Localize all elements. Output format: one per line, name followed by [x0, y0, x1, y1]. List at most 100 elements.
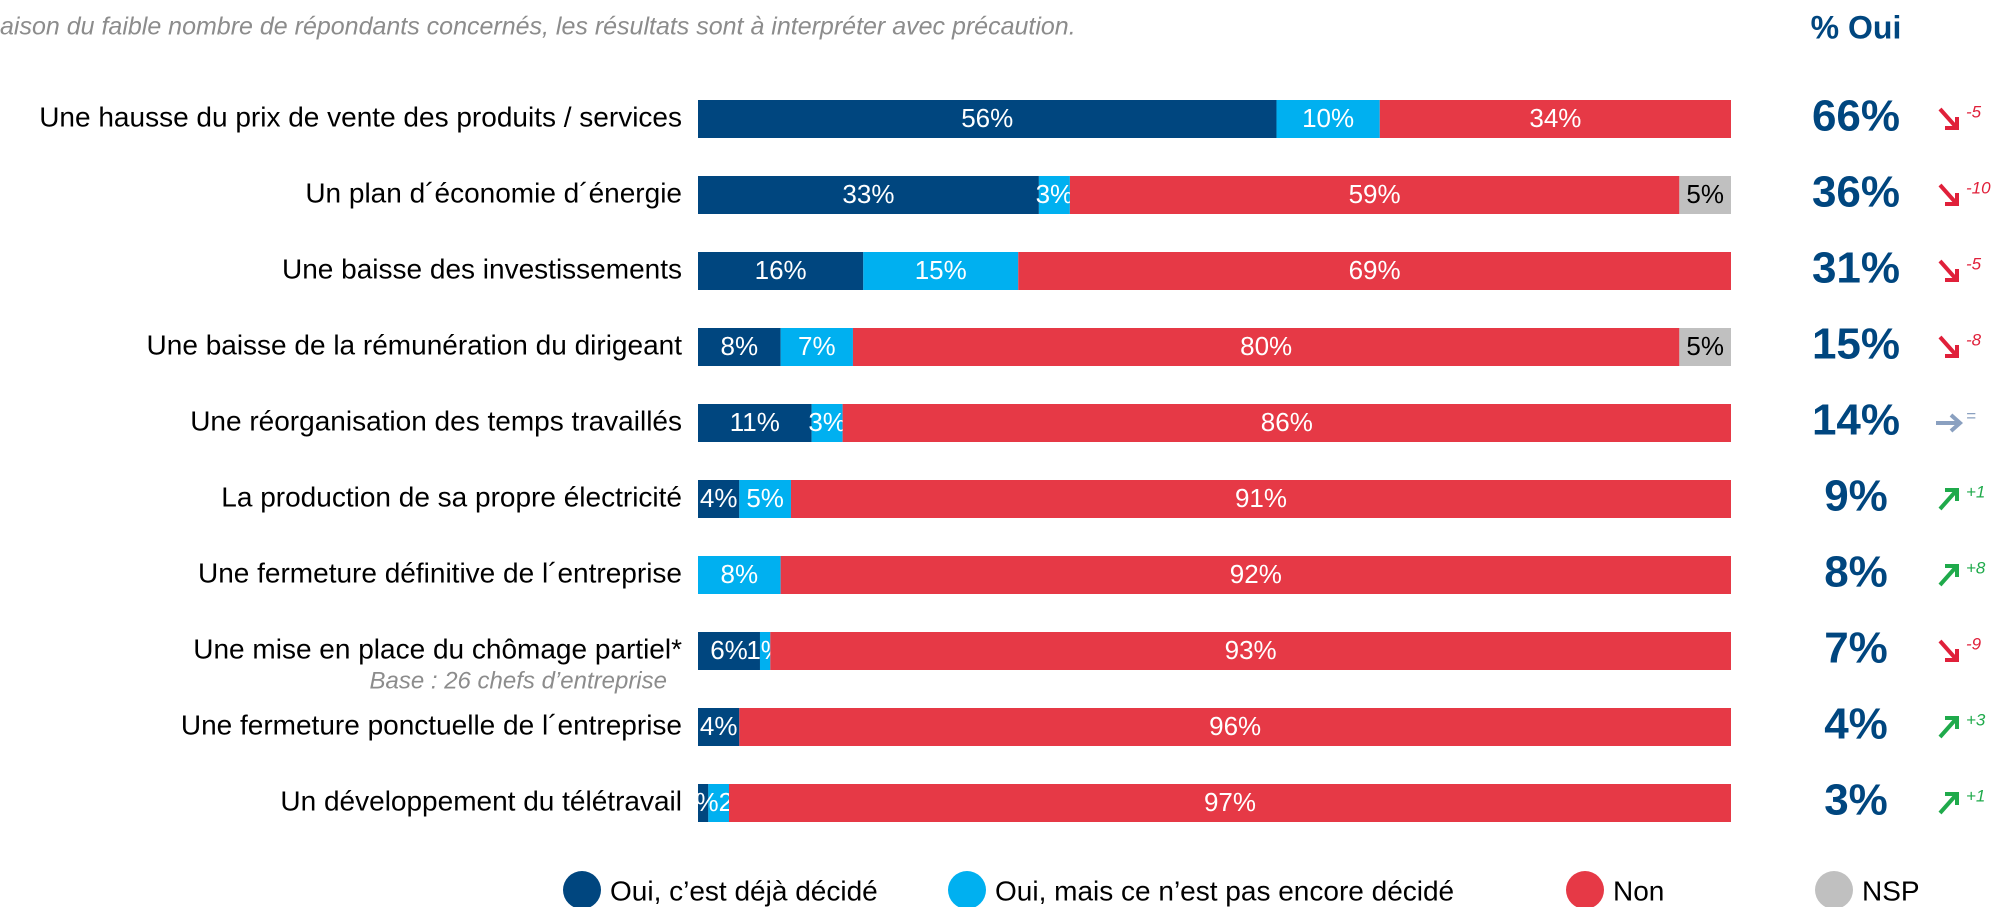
bar-segment	[698, 100, 1277, 138]
value-label: 86%	[1261, 407, 1313, 437]
change-label: -8	[1966, 330, 1982, 349]
value-label: 6%	[710, 635, 748, 665]
bar-segment	[708, 784, 729, 822]
trend-arrow	[1938, 792, 1959, 815]
bar-segment	[698, 404, 812, 442]
legend-swatch	[1566, 871, 1604, 909]
trend-arrow	[1938, 564, 1959, 587]
change-label: +1	[1966, 482, 1985, 501]
value-label: 34%	[1529, 103, 1581, 133]
bar-segment	[1679, 328, 1731, 366]
oui-total: 8%	[1824, 548, 1888, 597]
category-label: Une baisse des investissements	[282, 253, 682, 284]
change-label: -10	[1966, 178, 1991, 197]
bar-segment	[842, 404, 1731, 442]
trend-arrow	[1938, 488, 1959, 511]
subtitle: aison du faible nombre de répondants con…	[0, 13, 1076, 41]
bar-segment	[780, 328, 853, 366]
value-label: 97%	[1204, 787, 1256, 817]
trend-arrow	[1938, 107, 1959, 130]
value-label: 80%	[1240, 331, 1292, 361]
value-label: 5%	[746, 483, 784, 513]
legend-label: Non	[1613, 875, 1664, 906]
trend-arrow	[1938, 716, 1959, 739]
legend-swatch	[948, 871, 986, 909]
oui-total: 15%	[1812, 320, 1900, 369]
category-label: La production de sa propre électricité	[221, 481, 682, 512]
trend-arrow	[1938, 639, 1959, 662]
bar-segment	[770, 632, 1731, 670]
legend-swatch	[563, 871, 601, 909]
value-label: 16%	[755, 255, 807, 285]
oui-total: 7%	[1824, 624, 1888, 673]
oui-total: 9%	[1824, 472, 1888, 521]
value-label: 11%	[730, 407, 780, 437]
change-label: +8	[1966, 558, 1986, 577]
value-label: 4%	[700, 711, 738, 741]
bar-segment	[698, 556, 781, 594]
bar-segment	[698, 328, 781, 366]
bar-segment	[1069, 176, 1680, 214]
value-label: 5%	[1686, 179, 1724, 209]
change-label: -5	[1966, 254, 1982, 273]
value-label: 3%	[808, 407, 846, 437]
value-label: 56%	[961, 103, 1013, 133]
bar-segment	[1379, 100, 1731, 138]
bar-segment	[863, 252, 1019, 290]
category-label: Une baisse de la rémunération du dirigea…	[147, 329, 683, 360]
category-label: Une fermeture définitive de l´entreprise	[198, 557, 682, 588]
bar-segment	[698, 708, 740, 746]
value-label: 4%	[700, 483, 738, 513]
bar-segment	[1276, 100, 1380, 138]
value-label: 93%	[1225, 635, 1277, 665]
value-label: 8%	[721, 559, 759, 589]
side-title: % Oui	[1811, 9, 1902, 45]
value-label: 91%	[1235, 483, 1287, 513]
value-label: 5%	[1686, 331, 1724, 361]
oui-total: 3%	[1824, 776, 1888, 825]
category-label: Une fermeture ponctuelle de l´entreprise	[181, 709, 682, 740]
change-label: -5	[1966, 102, 1982, 121]
value-label: 10%	[1302, 103, 1354, 133]
bar-segment	[852, 328, 1680, 366]
oui-total: 14%	[1812, 396, 1900, 445]
bar-segment	[1038, 176, 1070, 214]
change-label: +3	[1966, 710, 1986, 729]
category-label: Une hausse du prix de vente des produits…	[39, 101, 682, 132]
trend-arrow	[1938, 183, 1959, 206]
value-label: 59%	[1349, 179, 1401, 209]
legend-label: Oui, c’est déjà décidé	[610, 875, 878, 906]
value-label: 8%	[721, 331, 759, 361]
bar-segment	[1679, 176, 1731, 214]
value-label: 96%	[1209, 711, 1261, 741]
legend-label: Oui, mais ce n’est pas encore décidé	[995, 875, 1454, 906]
trend-arrow	[1938, 335, 1959, 358]
category-label: Un plan d´économie d´énergie	[305, 177, 682, 208]
oui-total: 4%	[1824, 700, 1888, 749]
oui-total: 31%	[1812, 244, 1900, 293]
bar-segment	[739, 708, 1731, 746]
oui-total: 66%	[1812, 92, 1900, 141]
bar-segment	[739, 480, 791, 518]
legend-swatch	[1815, 871, 1853, 909]
value-label: 3%	[1036, 179, 1074, 209]
value-label: 92%	[1230, 559, 1282, 589]
bar-segment	[780, 556, 1731, 594]
bar-segment	[790, 480, 1731, 518]
bar-segment	[728, 784, 1731, 822]
bar-segment	[1018, 252, 1731, 290]
bar-segment	[759, 632, 771, 670]
change-label: =	[1966, 406, 1976, 425]
bar-segment	[698, 784, 709, 822]
bar-segment	[698, 632, 760, 670]
bar-segment	[698, 176, 1039, 214]
bar-segment	[811, 404, 843, 442]
change-label: -9	[1966, 634, 1982, 653]
bar-segment	[698, 252, 864, 290]
value-label: 7%	[798, 331, 836, 361]
value-label: 33%	[842, 179, 894, 209]
category-label: Une mise en place du chômage partiel*	[193, 633, 682, 664]
value-label: 69%	[1349, 255, 1401, 285]
category-label: Un développement du télétravail	[280, 785, 682, 816]
